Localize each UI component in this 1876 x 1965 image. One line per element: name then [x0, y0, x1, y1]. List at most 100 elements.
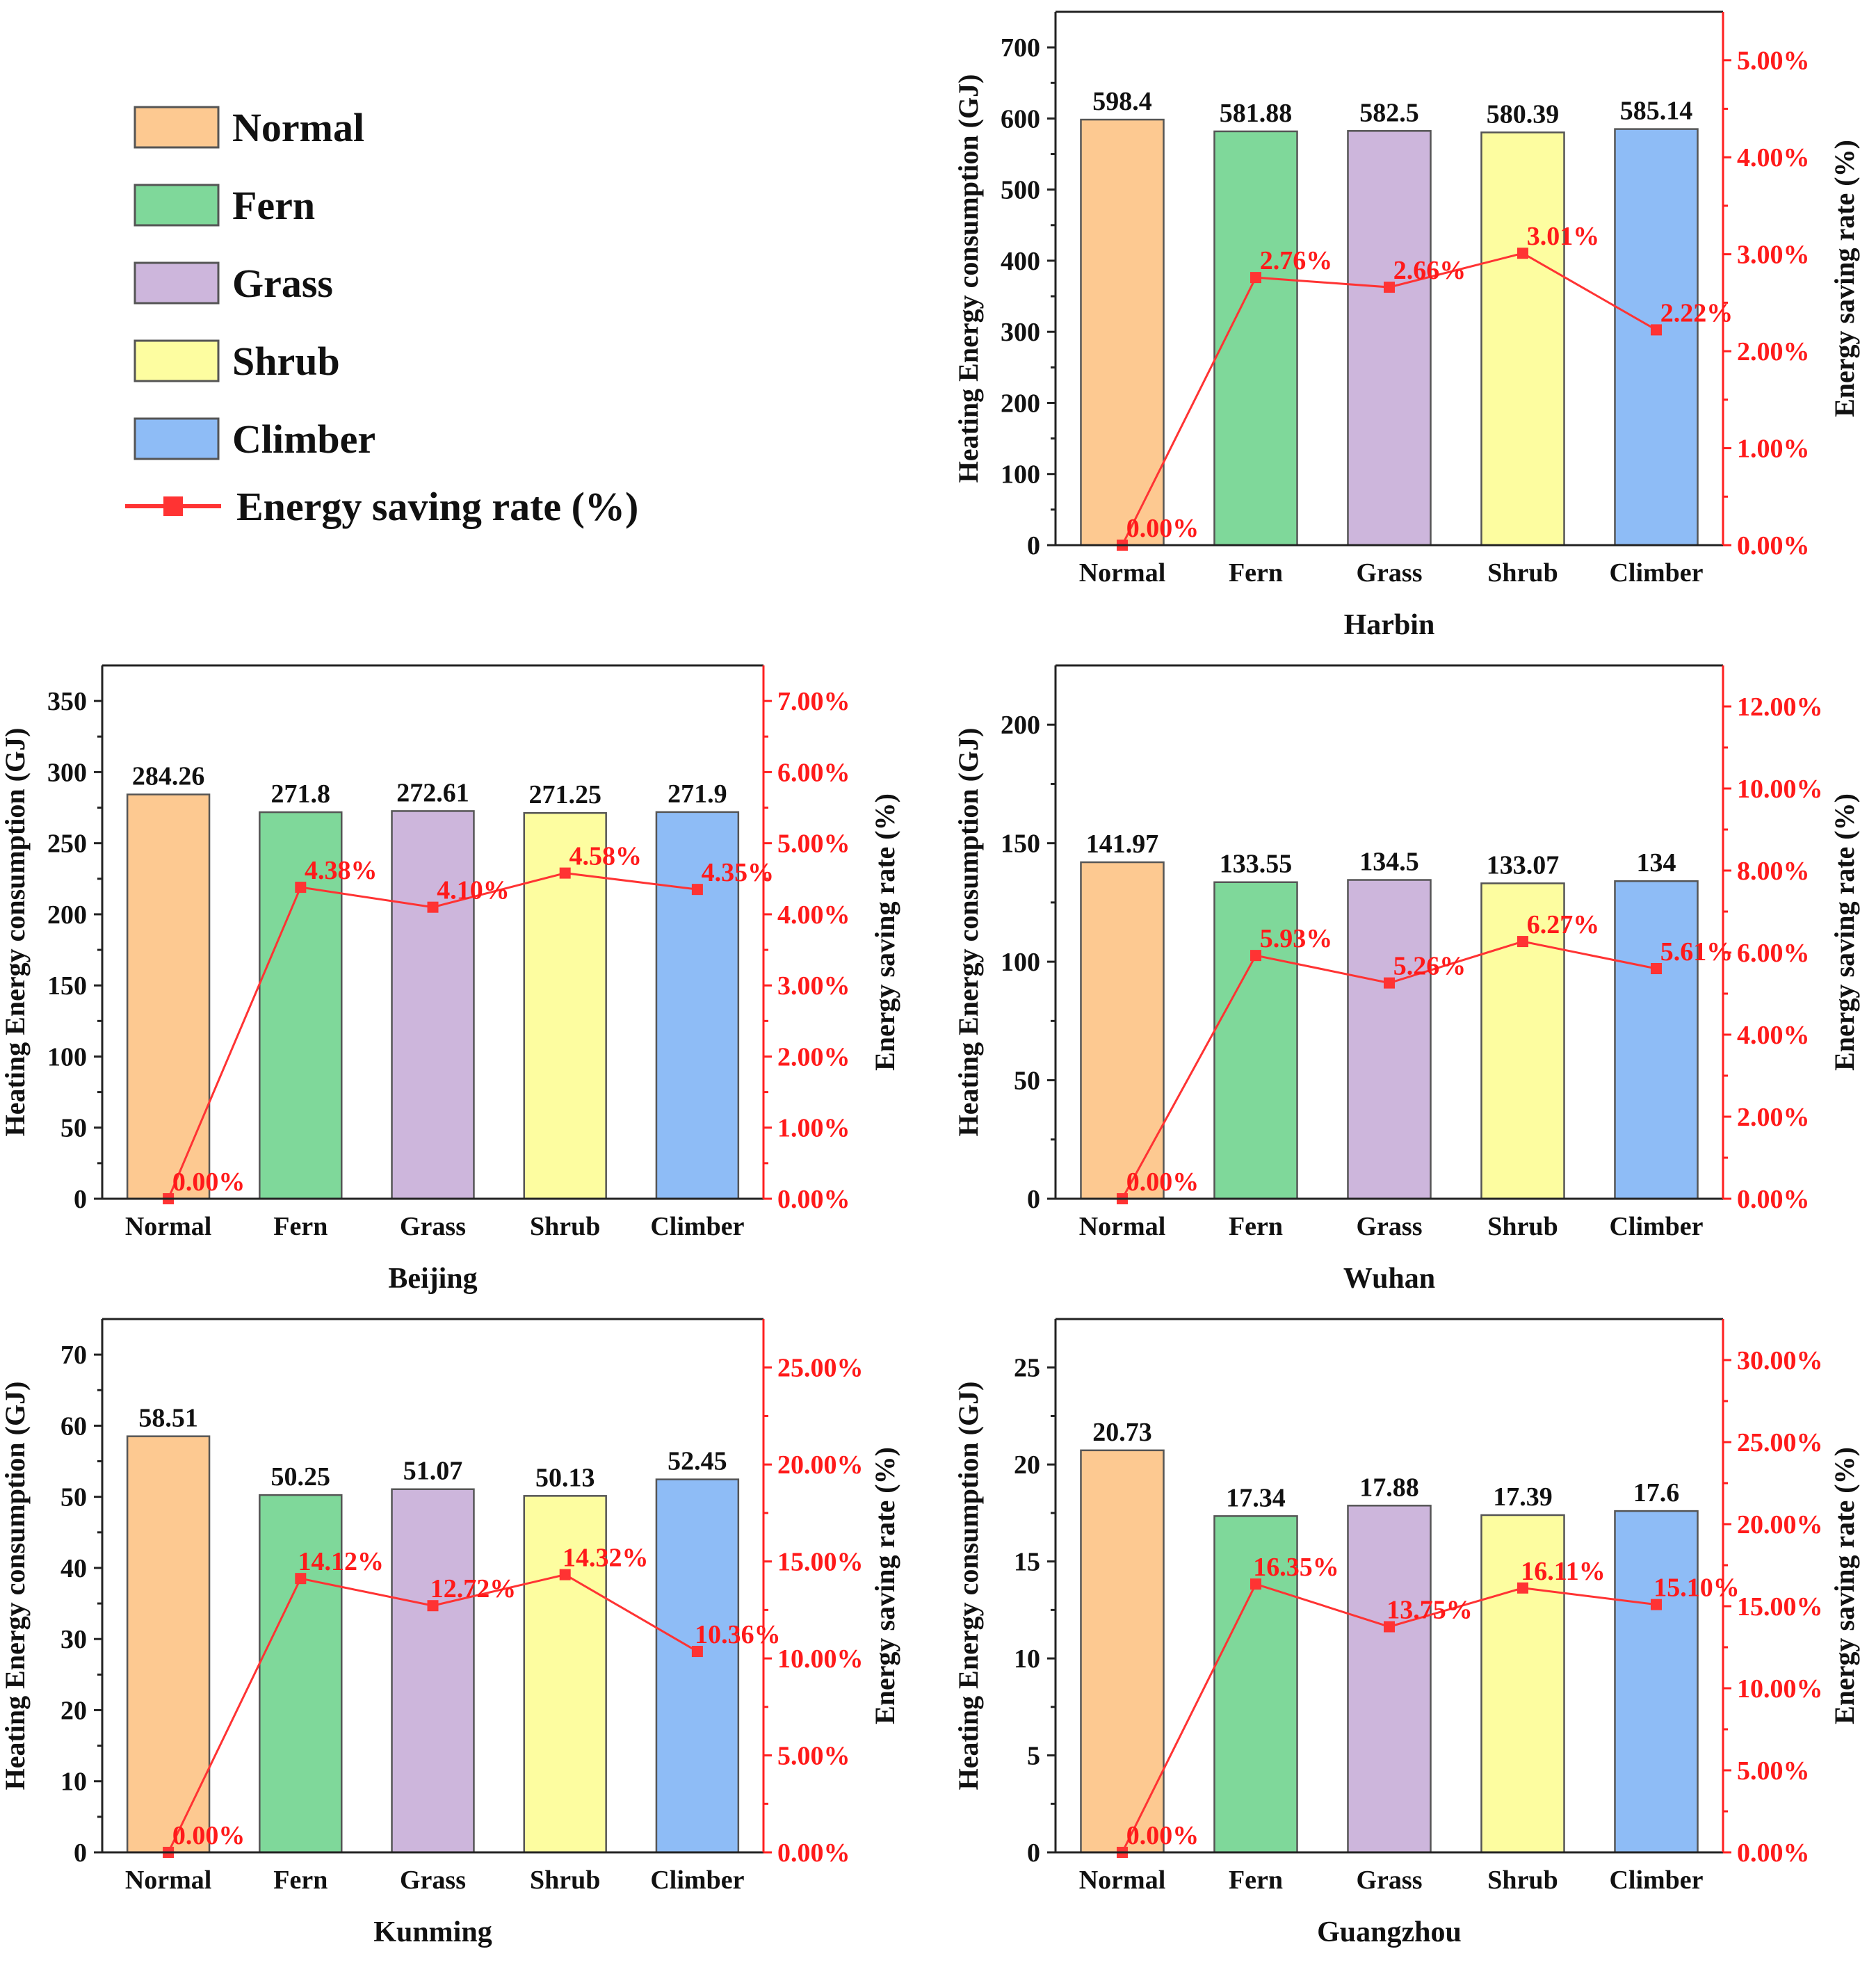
y2-tick-label-guangzhou: 0.00% — [1737, 1838, 1810, 1868]
y2-tick-label-beijing: 6.00% — [777, 758, 850, 787]
y-tick-label-beijing: 0 — [74, 1185, 87, 1214]
y-tick-label-harbin: 0 — [1027, 531, 1040, 560]
value-label-beijing-climber: 271.9 — [668, 779, 727, 809]
y2-axis-title-kunming: Energy saving rate (%) — [869, 1447, 900, 1724]
bar-wuhan-shrub — [1480, 882, 1565, 1200]
value-label-guangzhou-grass: 17.88 — [1359, 1473, 1419, 1502]
rate-label-kunming-climber: 10.36% — [695, 1620, 781, 1649]
y-tick-label-kunming: 70 — [60, 1341, 87, 1370]
y-tick-label-harbin: 500 — [1001, 176, 1040, 205]
rate-label-kunming-normal: 0.00% — [172, 1821, 245, 1850]
y-tick-label-beijing: 200 — [47, 900, 87, 930]
rate-label-kunming-fern: 14.12% — [298, 1547, 385, 1576]
rate-label-kunming-shrub: 14.32% — [563, 1544, 649, 1573]
category-label-beijing-climber: Climber — [650, 1212, 744, 1241]
category-label-kunming-normal: Normal — [125, 1866, 212, 1895]
rate-point-beijing-grass — [427, 901, 439, 913]
y2-tick-label-wuhan: 2.00% — [1737, 1103, 1810, 1132]
y2-tick-label-kunming: 5.00% — [777, 1742, 850, 1771]
y2-tick-label-guangzhou: 20.00% — [1737, 1510, 1823, 1539]
rate-point-beijing-fern — [295, 882, 307, 893]
bar-wuhan-normal — [1080, 861, 1165, 1200]
bar-kunming-shrub — [523, 1495, 607, 1854]
rate-label-harbin-climber: 2.22% — [1660, 298, 1733, 328]
y2-tick-label-beijing: 0.00% — [777, 1185, 850, 1214]
bar-beijing-grass — [391, 810, 475, 1200]
y-tick-label-beijing: 250 — [47, 830, 87, 859]
y-tick-label-harbin: 100 — [1001, 460, 1040, 490]
rate-point-guangzhou-shrub — [1517, 1582, 1528, 1594]
category-label-harbin-shrub: Shrub — [1487, 558, 1558, 588]
rate-label-guangzhou-grass: 13.75% — [1386, 1596, 1473, 1625]
y-axis-title-harbin: Heating Energy consumption (GJ) — [953, 74, 984, 483]
rate-label-guangzhou-climber: 15.10% — [1653, 1574, 1740, 1603]
rate-point-wuhan-grass — [1384, 977, 1395, 989]
panel-kunming: 58.51 50.25 51.07 50.13 52.45 0.00% 14.12% 12.7… — [0, 1318, 900, 1948]
bar-wuhan-grass — [1347, 879, 1432, 1200]
bar-harbin-grass — [1347, 130, 1432, 547]
y-tick-label-kunming: 10 — [60, 1768, 87, 1797]
category-label-harbin-climber: Climber — [1609, 558, 1703, 588]
category-label-beijing-normal: Normal — [125, 1212, 212, 1241]
y2-tick-label-kunming: 25.00% — [777, 1354, 864, 1383]
y-tick-label-guangzhou: 20 — [1014, 1450, 1040, 1480]
rate-label-beijing-shrub: 4.58% — [569, 842, 642, 871]
value-label-harbin-shrub: 580.39 — [1487, 99, 1560, 129]
panel-title-guangzhou: Guangzhou — [1317, 1916, 1462, 1948]
y-tick-label-guangzhou: 5 — [1027, 1742, 1040, 1771]
y2-tick-label-kunming: 15.00% — [777, 1548, 864, 1577]
bar-guangzhou-fern — [1213, 1515, 1298, 1854]
bar-guangzhou-shrub — [1480, 1514, 1565, 1854]
legend-label-grass: Grass — [232, 261, 333, 306]
rate-label-kunming-grass: 12.72% — [430, 1574, 517, 1603]
rate-point-beijing-climber — [691, 884, 703, 896]
rate-label-guangzhou-shrub: 16.11% — [1521, 1557, 1605, 1586]
legend-line-label: Energy saving rate (%) — [236, 484, 638, 529]
panel-guangzhou: 20.73 17.34 17.88 17.39 17.6 0.00% 16.35% 13.75… — [953, 1318, 1860, 1948]
y2-tick-label-beijing: 1.00% — [777, 1114, 850, 1143]
rate-label-harbin-fern: 2.76% — [1260, 246, 1333, 275]
category-label-guangzhou-climber: Climber — [1609, 1866, 1703, 1895]
panel-title-wuhan: Wuhan — [1343, 1263, 1435, 1295]
value-label-beijing-shrub: 271.25 — [528, 780, 601, 809]
y2-tick-label-harbin: 1.00% — [1737, 435, 1810, 464]
bar-beijing-climber — [655, 811, 740, 1200]
legend-swatch-grass — [134, 261, 220, 305]
value-label-wuhan-grass: 134.5 — [1359, 848, 1419, 877]
panel-title-kunming: Kunming — [373, 1916, 492, 1948]
legend-label-fern: Fern — [232, 183, 315, 228]
value-label-guangzhou-shrub: 17.39 — [1493, 1482, 1553, 1512]
bar-guangzhou-normal — [1080, 1449, 1165, 1854]
y-tick-label-harbin: 400 — [1001, 247, 1040, 276]
y2-axis-title-wuhan: Energy saving rate (%) — [1829, 793, 1860, 1071]
y-tick-label-wuhan: 0 — [1027, 1185, 1040, 1214]
y-tick-label-guangzhou: 10 — [1014, 1644, 1040, 1674]
category-label-harbin-grass: Grass — [1357, 558, 1423, 588]
rate-point-guangzhou-grass — [1384, 1621, 1395, 1633]
panels: 598.4 581.88 582.5 580.39 585.14 0.00% 2.76% 2.… — [0, 10, 1860, 1948]
value-label-beijing-normal: 284.26 — [132, 762, 205, 791]
rate-label-beijing-normal: 0.00% — [172, 1167, 245, 1197]
bar-harbin-normal — [1080, 118, 1165, 547]
y-tick-label-guangzhou: 15 — [1014, 1548, 1040, 1577]
y2-tick-label-guangzhou: 25.00% — [1737, 1428, 1823, 1457]
legend-swatch-shrub — [134, 339, 220, 382]
rate-label-beijing-grass: 4.10% — [437, 876, 510, 905]
y-tick-label-beijing: 300 — [47, 758, 87, 787]
bar-wuhan-climber — [1614, 880, 1699, 1200]
rate-point-guangzhou-fern — [1250, 1578, 1261, 1590]
category-label-harbin-normal: Normal — [1079, 558, 1166, 588]
rate-point-kunming-shrub — [559, 1569, 571, 1580]
y-axis-title-kunming: Heating Energy consumption (GJ) — [0, 1382, 31, 1790]
category-label-guangzhou-grass: Grass — [1357, 1866, 1423, 1895]
legend-swatch-normal — [134, 106, 220, 149]
y-tick-label-kunming: 0 — [74, 1838, 87, 1868]
category-label-guangzhou-normal: Normal — [1079, 1866, 1166, 1895]
category-label-kunming-shrub: Shrub — [530, 1866, 600, 1895]
y-tick-label-beijing: 350 — [47, 687, 87, 716]
category-label-harbin-fern: Fern — [1229, 558, 1283, 588]
value-label-wuhan-fern: 133.55 — [1220, 850, 1293, 879]
y2-tick-label-harbin: 2.00% — [1737, 337, 1810, 366]
y-tick-label-wuhan: 150 — [1001, 830, 1040, 859]
